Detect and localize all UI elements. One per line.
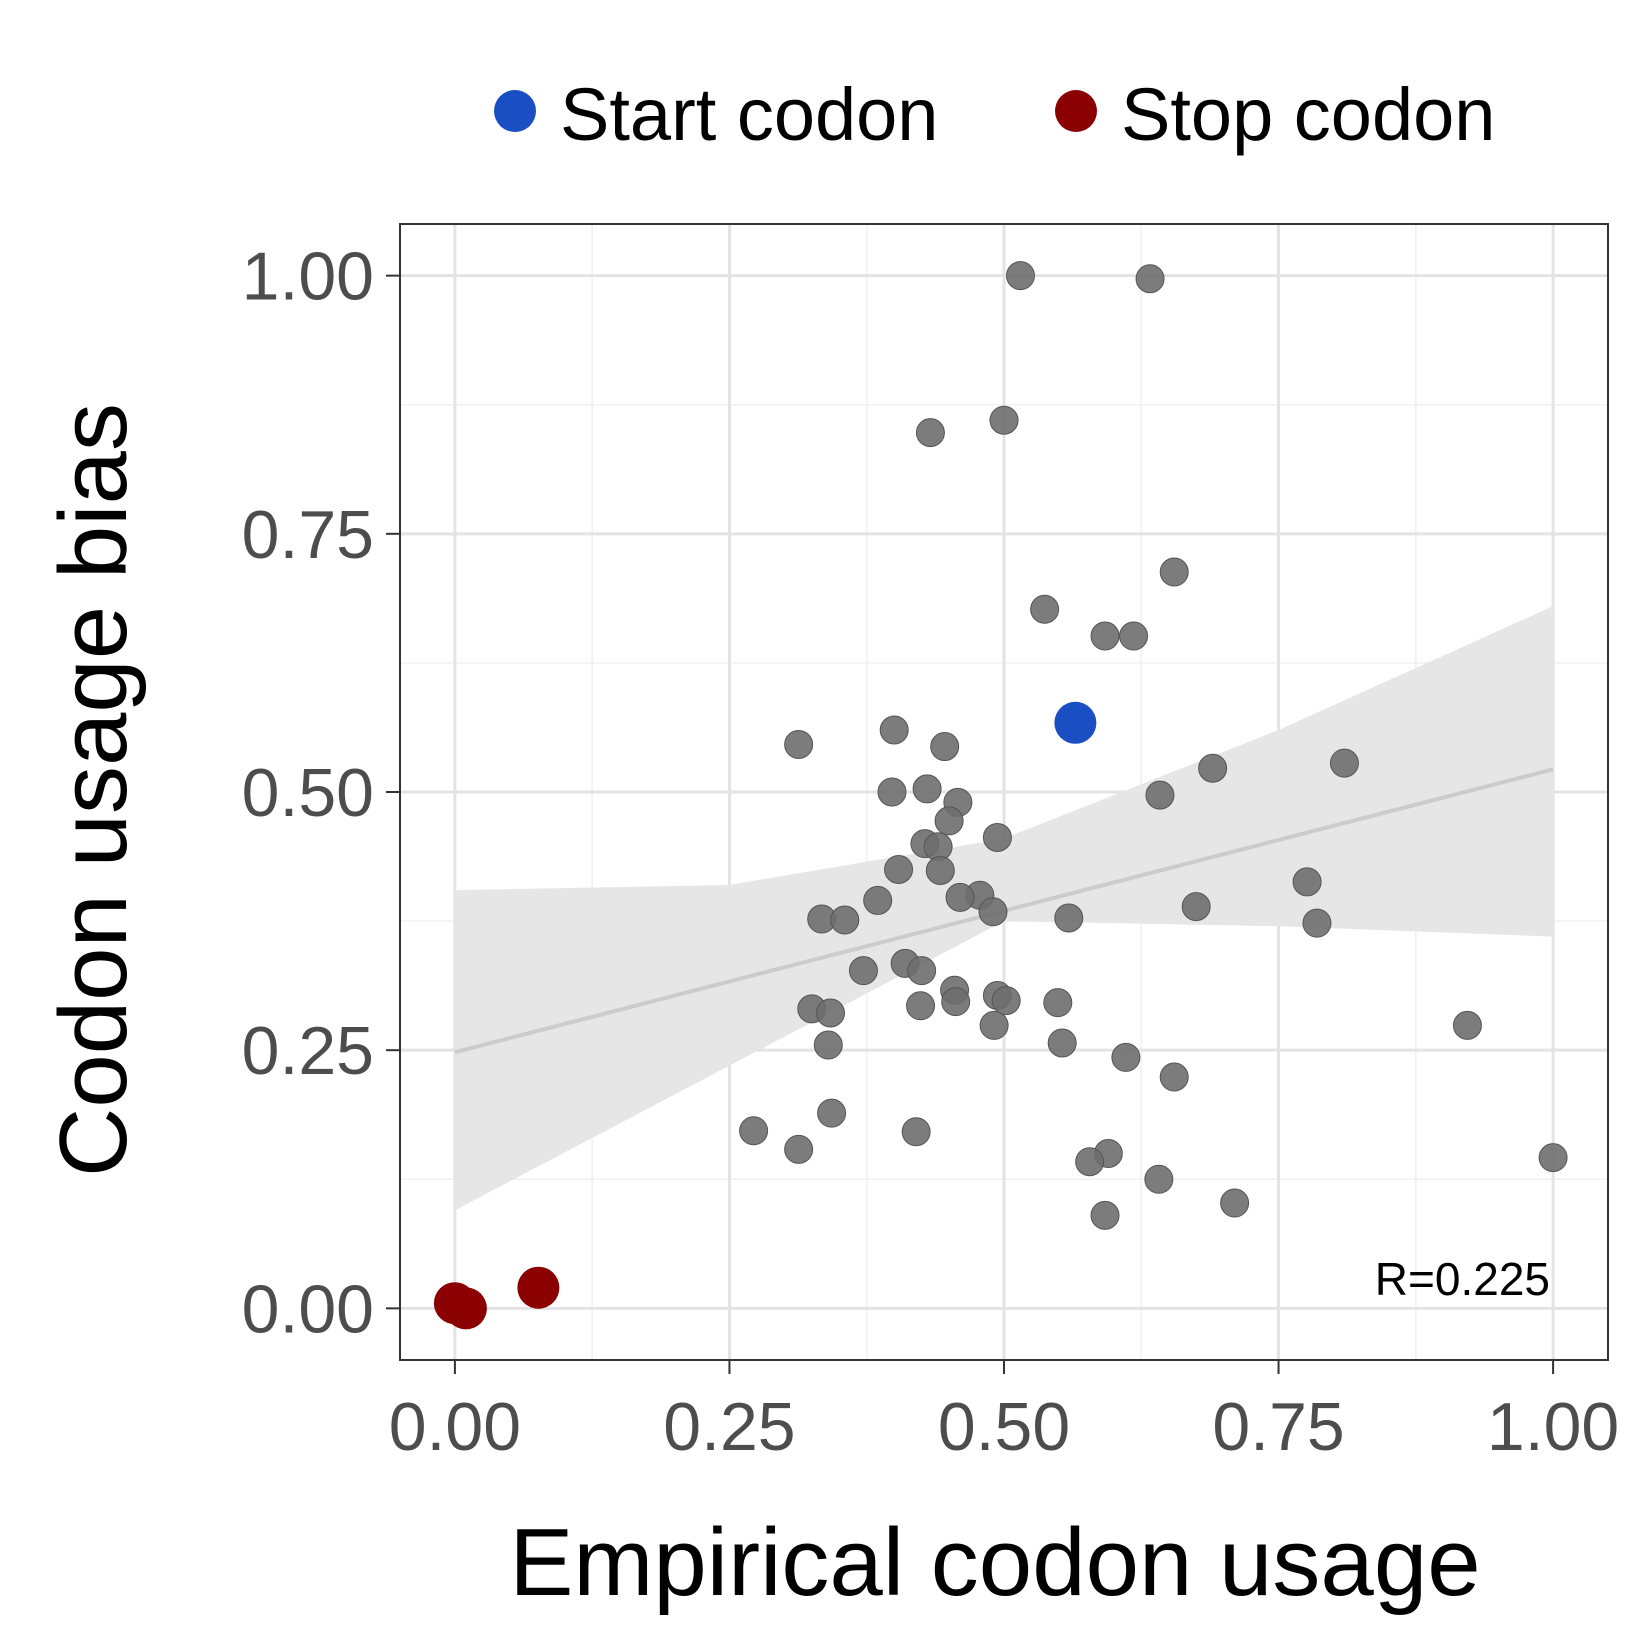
data-point (879, 715, 909, 745)
data-point (912, 774, 942, 804)
data-point (1090, 621, 1120, 651)
data-point (1159, 557, 1189, 587)
y-tick-label: 0.75 (242, 497, 374, 573)
y-tick-label: 0.50 (242, 755, 374, 831)
data-point (1119, 621, 1149, 651)
data-point (945, 882, 975, 912)
data-point (815, 998, 845, 1028)
data-point (1159, 1062, 1189, 1092)
data-point (1302, 908, 1332, 938)
data-point (901, 1117, 931, 1147)
legend-label-stop-codon: Stop codon (1121, 73, 1495, 156)
data-point (1090, 1200, 1120, 1230)
correlation-annotation: R=0.225 (1375, 1253, 1550, 1305)
data-point (1144, 1164, 1174, 1194)
start-codon-point (1054, 701, 1097, 744)
y-tick-label: 1.00 (242, 239, 374, 315)
data-point (1538, 1143, 1568, 1173)
data-point (1145, 780, 1175, 810)
data-point (877, 777, 907, 807)
data-point (784, 729, 814, 759)
x-tick-label: 1.00 (1487, 1389, 1619, 1465)
data-point (1075, 1147, 1105, 1177)
data-point (1030, 594, 1060, 624)
legend-marker-start-codon (494, 90, 536, 132)
x-axis-title: Empirical codon usage (509, 1509, 1480, 1616)
data-point (906, 991, 936, 1021)
data-point (1005, 261, 1035, 291)
data-point (739, 1116, 769, 1146)
data-point (915, 418, 945, 448)
data-points (433, 261, 1568, 1330)
data-point (817, 1098, 847, 1128)
x-tick-label: 0.00 (389, 1389, 521, 1465)
x-tick-label: 0.25 (663, 1389, 795, 1465)
data-point (1043, 988, 1073, 1018)
stop-codon-point (444, 1287, 487, 1330)
data-point (1329, 748, 1359, 778)
data-point (979, 1010, 1009, 1040)
data-point (1054, 903, 1084, 933)
data-point (930, 732, 960, 762)
legend-marker-stop-codon (1055, 90, 1097, 132)
data-point (989, 405, 1019, 435)
y-axis-title: Codon usage bias (40, 403, 147, 1177)
data-point (1181, 892, 1211, 922)
data-point (1135, 264, 1165, 294)
data-point (978, 897, 1008, 927)
data-point (830, 905, 860, 935)
x-tick-label: 0.50 (938, 1389, 1070, 1465)
data-point (884, 854, 914, 884)
y-tick-label: 0.00 (242, 1271, 374, 1347)
stop-codon-point (517, 1266, 560, 1309)
data-point (991, 986, 1021, 1016)
data-point (1111, 1042, 1141, 1072)
y-tick-label: 0.25 (242, 1013, 374, 1089)
data-point (925, 855, 955, 885)
data-point (982, 822, 1012, 852)
data-point (941, 987, 971, 1017)
data-point (863, 885, 893, 915)
data-point (1198, 753, 1228, 783)
data-point (813, 1030, 843, 1060)
data-point (1047, 1028, 1077, 1058)
data-point (907, 956, 937, 986)
x-tick-label: 0.75 (1212, 1389, 1344, 1465)
data-point (934, 806, 964, 836)
axes: 0.00 0.25 0.50 0.75 1.00 0.00 0.25 0.50 0.75 1.00 (242, 239, 1620, 1465)
data-point (1452, 1010, 1482, 1040)
legend-label-start-codon: Start codon (560, 73, 938, 156)
data-point (1220, 1188, 1250, 1218)
data-point (848, 956, 878, 986)
legend: Start codon Stop codon (494, 73, 1495, 156)
data-point (784, 1134, 814, 1164)
data-point (1292, 867, 1322, 897)
